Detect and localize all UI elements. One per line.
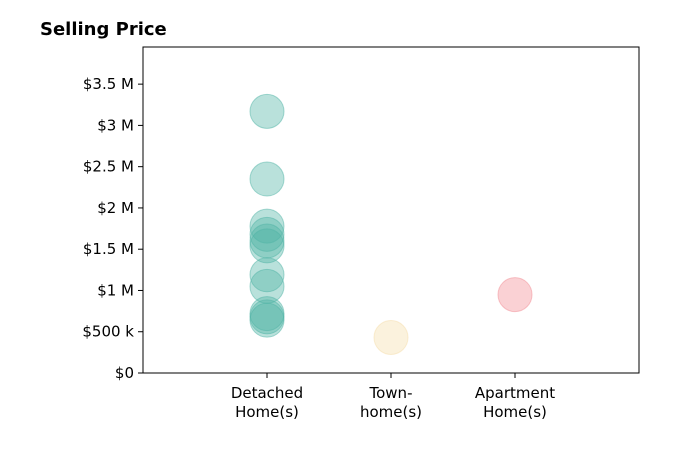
data-points bbox=[249, 93, 533, 356]
y-tick-label: $3 M bbox=[97, 116, 134, 134]
data-point bbox=[249, 161, 285, 197]
y-tick-label: $2.5 M bbox=[83, 158, 134, 176]
chart-title: Selling Price bbox=[40, 19, 167, 40]
data-point bbox=[249, 302, 285, 338]
y-tick-label: $1.5 M bbox=[83, 240, 134, 258]
y-tick-label: $0 bbox=[115, 364, 134, 382]
x-axis: DetachedHome(s)Town-home(s)ApartmentHome… bbox=[231, 373, 555, 421]
y-tick-label: $2 M bbox=[97, 199, 134, 217]
data-point bbox=[249, 208, 285, 244]
y-tick-label: $1 M bbox=[97, 281, 134, 299]
y-tick-label: $500 k bbox=[82, 323, 134, 341]
x-tick-label: Detached bbox=[231, 384, 303, 402]
data-point bbox=[373, 320, 409, 356]
data-point bbox=[249, 93, 285, 129]
x-tick-label: Home(s) bbox=[235, 403, 299, 421]
x-tick-label: Apartment bbox=[475, 384, 555, 402]
x-tick-label: Town- bbox=[369, 384, 413, 402]
y-tick-label: $3.5 M bbox=[83, 75, 134, 93]
data-point bbox=[249, 228, 285, 264]
data-point bbox=[497, 277, 533, 313]
data-point bbox=[249, 257, 285, 293]
y-axis: $0 $500 k $1 M $1.5 M $2 M $2.5 M $3 M $3.5 M bbox=[82, 75, 143, 382]
x-tick-label: home(s) bbox=[360, 403, 422, 421]
x-tick-label: Home(s) bbox=[483, 403, 547, 421]
